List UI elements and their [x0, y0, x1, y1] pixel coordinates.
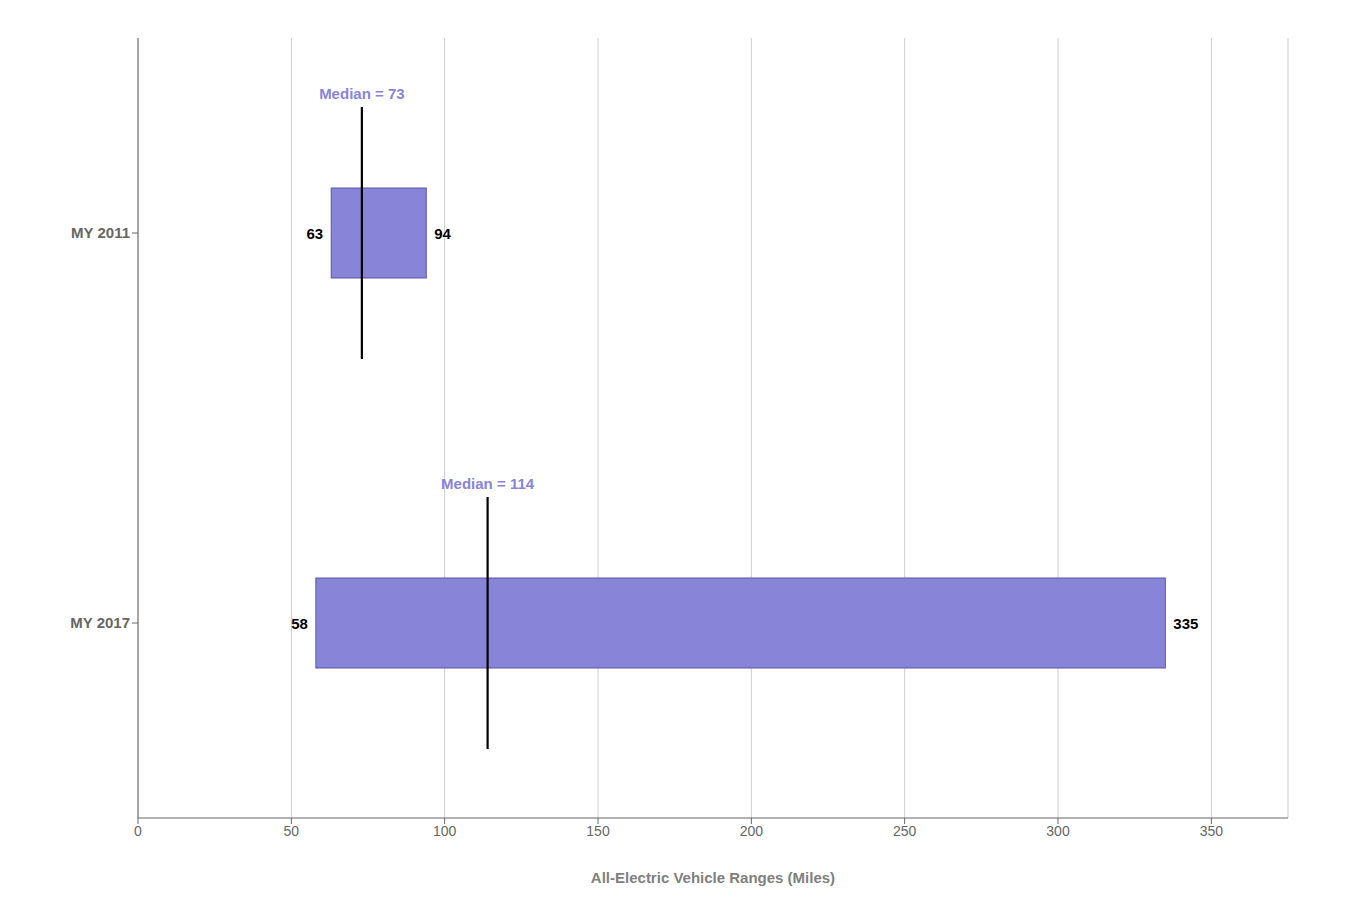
svg-text:50: 50 [284, 823, 300, 839]
svg-text:0: 0 [134, 823, 142, 839]
svg-text:350: 350 [1200, 823, 1224, 839]
svg-text:200: 200 [740, 823, 764, 839]
svg-text:Median = 114: Median = 114 [441, 475, 535, 492]
svg-text:94: 94 [434, 225, 451, 242]
svg-text:All-Electric Vehicle Ranges (M: All-Electric Vehicle Ranges (Miles) [591, 869, 835, 886]
svg-text:335: 335 [1173, 615, 1198, 632]
svg-text:300: 300 [1046, 823, 1070, 839]
svg-text:250: 250 [893, 823, 917, 839]
svg-text:63: 63 [307, 225, 324, 242]
svg-text:Median = 73: Median = 73 [319, 85, 404, 102]
svg-text:MY 2011: MY 2011 [71, 224, 130, 241]
svg-text:58: 58 [291, 615, 308, 632]
svg-text:MY 2017: MY 2017 [70, 614, 130, 631]
svg-text:150: 150 [586, 823, 610, 839]
svg-text:100: 100 [433, 823, 457, 839]
